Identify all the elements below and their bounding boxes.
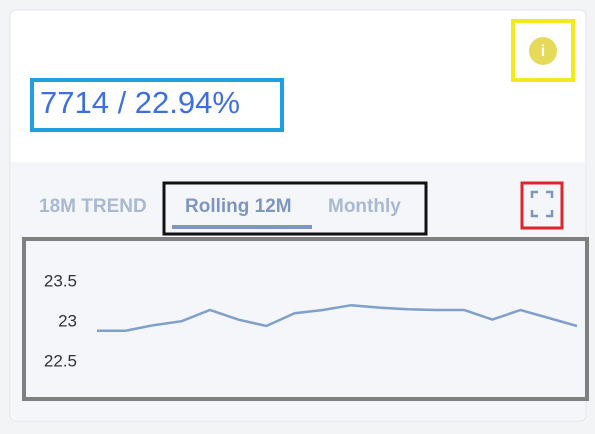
highlight-box [30, 78, 284, 132]
headline: 7714 / 22.94% [40, 85, 240, 120]
chart: 22.5 23 23.5 [44, 271, 578, 370]
highlight-box [520, 181, 564, 230]
y-tick-label: 22.5 [44, 351, 77, 370]
y-tick-label: 23 [58, 311, 77, 330]
tab-label: 18M TREND [39, 196, 147, 217]
info-glyph: i [541, 43, 545, 60]
card-footer [11, 162, 585, 420]
highlight-box [22, 237, 589, 401]
expand-button[interactable] [530, 190, 554, 218]
tab[interactable]: Monthly [328, 196, 401, 217]
line-series [97, 303, 578, 333]
tab[interactable]: Rolling 12M [185, 196, 292, 217]
active-tab-underline [172, 225, 312, 229]
info-button[interactable] [529, 37, 557, 65]
y-tick-label: 23.5 [44, 271, 77, 290]
highlight-box [511, 19, 575, 82]
highlight-box [162, 181, 428, 236]
